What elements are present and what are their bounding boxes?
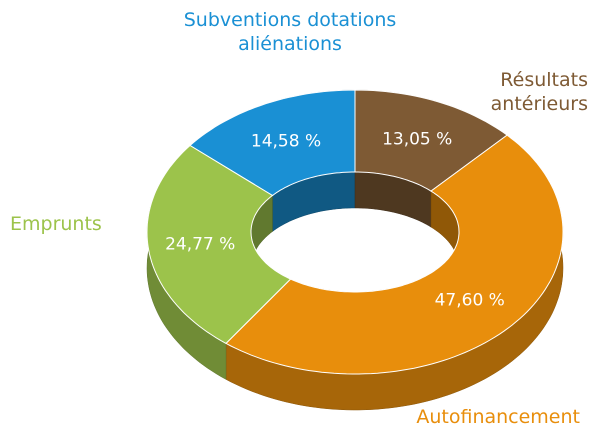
value-label: 24,77 %: [165, 234, 235, 254]
category-label: Autofinancement: [416, 406, 580, 428]
value-label: 14,58 %: [251, 131, 321, 151]
category-label: Subventions dotations aliénations: [183, 9, 397, 55]
value-label: 13,05 %: [382, 129, 452, 149]
value-label: 47,60 %: [435, 290, 505, 310]
category-label: Emprunts: [10, 213, 102, 235]
donut-segment: [146, 144, 292, 345]
category-label: Résultats antérieurs: [490, 69, 588, 115]
